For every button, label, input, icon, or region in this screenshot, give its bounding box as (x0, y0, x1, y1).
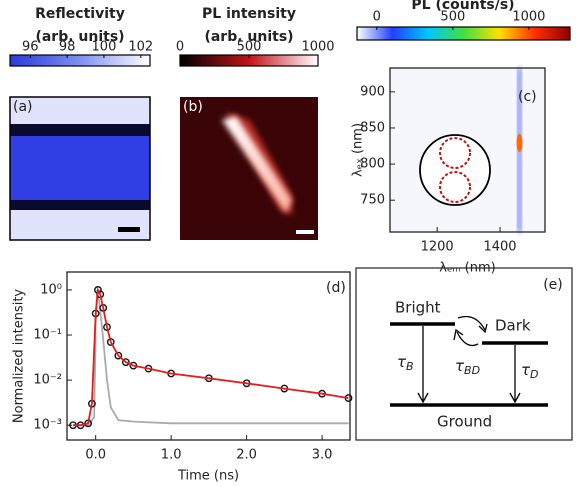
x-tick-label: 2.0 (236, 448, 257, 463)
colorbar-tick-label: 100 (92, 40, 117, 55)
symbol: τ (521, 361, 531, 379)
state-label: Bright (395, 299, 441, 317)
y-tick-label: 10⁻¹ (33, 328, 62, 343)
x-tick-label: 0.0 (85, 448, 106, 463)
axes-frame (389, 67, 546, 233)
ple-map (390, 68, 545, 232)
series-line (73, 286, 349, 427)
subscript: B (406, 360, 414, 373)
colorbar-tick-label: 1000 (301, 40, 334, 55)
colorbar (356, 26, 571, 41)
colorbar-tick-label: 1000 (512, 10, 545, 25)
y-axis-label: λₑₓ (nm) (351, 123, 366, 177)
state-label: Dark (495, 317, 531, 335)
colorbar-title: PL (counts/s) (411, 0, 514, 13)
y-tick-label: 10⁰ (40, 282, 62, 297)
colorbar-title: PL intensity (202, 6, 296, 22)
data-point (121, 358, 130, 367)
rate-label: τD (521, 361, 539, 382)
level-diagram: (e) Bright Dark Ground τB τBD τD (355, 267, 573, 441)
symbol: τ (455, 357, 465, 375)
colorbar-tick-label: 96 (22, 40, 39, 55)
y-tick-label: 800 (360, 157, 385, 172)
panel-label: (a) (13, 99, 33, 115)
colorbar-tick-label: 500 (440, 10, 465, 25)
x-tick-label: 1.0 (161, 448, 182, 463)
x-axis-label: Time (ns) (177, 469, 239, 484)
colorbar-tick-label: 500 (237, 40, 262, 55)
panel-label: (c) (518, 89, 537, 105)
colorbar-tick-label: 0 (176, 40, 184, 55)
series-line (73, 289, 349, 427)
y-tick-label: 850 (360, 120, 385, 135)
rate-label: τB (397, 353, 414, 374)
colorbar-tick-label: 0 (373, 10, 381, 25)
symbol: τ (397, 353, 407, 371)
colorbar-subtitle: (arb. units) (35, 29, 124, 45)
panel-label: (b) (183, 99, 203, 115)
y-tick-label: 900 (360, 84, 385, 99)
subscript: D (530, 368, 538, 381)
reflectivity-map (9, 96, 151, 241)
panel-label: (e) (543, 277, 563, 293)
x-axis-label: λₑₘ (nm) (439, 261, 495, 276)
y-axis-label: Normalized intensity (12, 289, 27, 424)
colorbar-subtitle: (arb. units) (204, 29, 293, 45)
data-point (114, 351, 123, 360)
axes-frame (66, 271, 351, 441)
x-tick-label: 3.0 (312, 448, 333, 463)
x-tick-label: 1200 (421, 240, 454, 255)
colorbar-tick-label: 102 (128, 40, 153, 55)
y-tick-label: 750 (360, 193, 385, 208)
rate-label: τBD (455, 357, 480, 378)
panel-label: (d) (326, 280, 346, 296)
colorbar-title: Reflectivity (35, 6, 125, 22)
pl-map (180, 97, 318, 240)
x-tick-label: 1400 (483, 240, 516, 255)
subscript: BD (464, 364, 480, 377)
colorbar (9, 54, 151, 67)
y-tick-label: 10⁻³ (33, 418, 62, 433)
colorbar-tick-label: 98 (59, 40, 76, 55)
state-label: Ground (437, 413, 492, 431)
y-tick-label: 10⁻² (33, 373, 62, 388)
